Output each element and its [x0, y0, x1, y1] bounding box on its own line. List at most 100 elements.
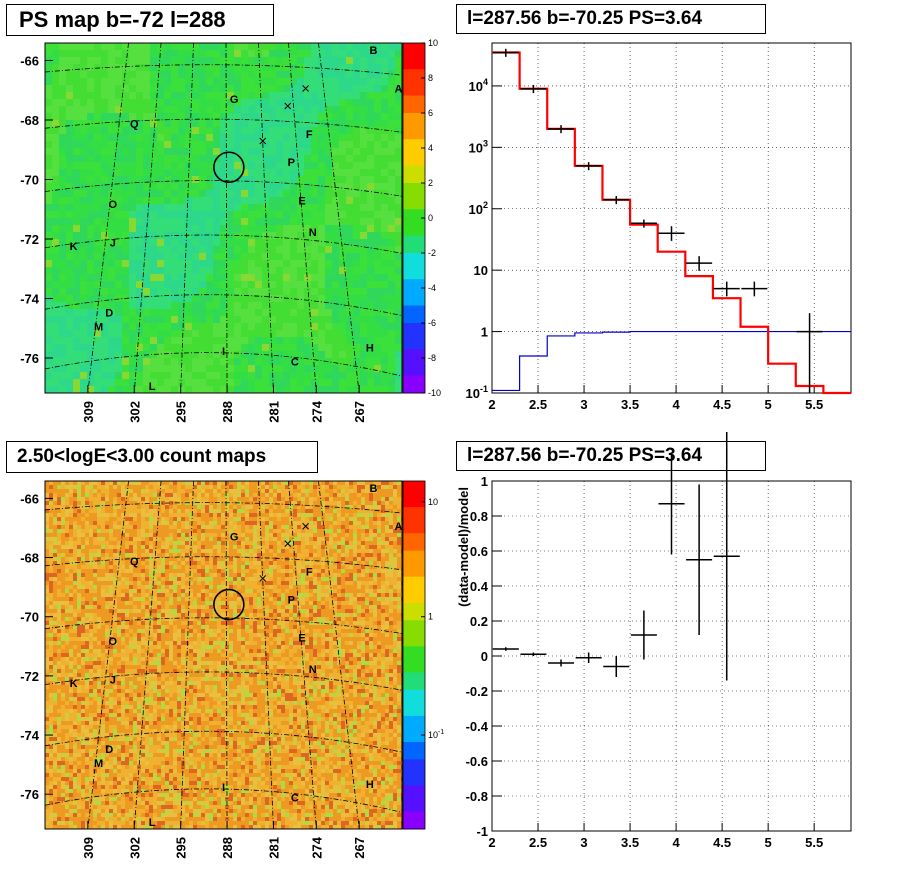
residual-title: l=287.56 b=-70.25 PS=3.64 — [456, 441, 766, 471]
x-tick-label: 5.5 — [805, 835, 823, 850]
longitude-line — [318, 43, 360, 393]
source-label: E — [298, 196, 305, 208]
source-label: D — [105, 308, 113, 320]
x-tick-label: 3 — [580, 397, 587, 412]
y-tick-label: 0.6 — [470, 544, 488, 559]
colorbar-tick-label: -2 — [428, 248, 436, 258]
latitude-line — [45, 352, 402, 377]
source-label: J — [110, 238, 116, 250]
source-label: M — [94, 758, 103, 770]
colorbar-tick-label: 4 — [428, 143, 433, 153]
longitude-line — [180, 481, 194, 829]
x-tick-label: 302 — [127, 837, 142, 859]
x-tick-label: 267 — [352, 837, 367, 859]
source-cross — [259, 137, 267, 145]
source-label: E — [298, 633, 305, 645]
y-tick-label: 10-1 — [466, 384, 488, 401]
y-tick-label: 104 — [469, 77, 488, 94]
longitude-line — [225, 481, 228, 829]
source-label: D — [105, 744, 113, 756]
x-tick-label: 2.5 — [529, 835, 547, 850]
source-label: N — [309, 227, 317, 239]
y-tick-label: -74 — [20, 292, 40, 307]
source-label: O — [109, 199, 118, 211]
latitude-line — [45, 234, 402, 254]
latitude-line — [45, 617, 402, 634]
y-tick-label: -74 — [20, 728, 40, 743]
x-tick-label: 281 — [266, 837, 281, 859]
x-tick-label: 302 — [127, 401, 142, 423]
colorbar-frame — [402, 480, 426, 830]
x-tick-label: 4 — [672, 397, 680, 412]
map1-title: PS map b=-72 l=288 — [6, 4, 274, 36]
y-tick-label: 1 — [481, 325, 488, 340]
coordinate-grid — [45, 43, 402, 393]
longitude-line — [288, 481, 317, 829]
source-label: K — [70, 678, 78, 690]
y-tick-label: -70 — [20, 173, 39, 188]
colorbar-tick-label: -10 — [428, 388, 441, 398]
source-label: G — [230, 532, 239, 544]
source-label: P — [288, 594, 295, 606]
source-label: F — [306, 129, 313, 141]
source-label: I — [222, 346, 225, 358]
ps-map-panel: -66 -68 -70 -72 -74 -76 309 302 295 288 281 274 267 B… — [20, 42, 403, 423]
y-tick-label: -76 — [20, 787, 39, 802]
source-label: F — [306, 566, 313, 578]
x-tick-label: 288 — [220, 837, 235, 859]
x-tick-label: 288 — [220, 401, 235, 423]
x-tick-label: 4.5 — [713, 835, 731, 850]
y-tick-label: -66 — [20, 491, 39, 506]
x-tick-label: 3 — [580, 835, 587, 850]
y-tick-label: -1 — [476, 824, 488, 839]
plot-frame — [491, 42, 852, 394]
y-tick-label: 102 — [469, 200, 488, 217]
count-map-colorbar: 10 1 10-1 — [402, 480, 444, 830]
source-cross — [259, 575, 267, 582]
colorbar-tick-label: 0 — [428, 213, 433, 223]
x-tick-label: 3.5 — [621, 397, 639, 412]
longitude-line — [87, 481, 129, 829]
y-tick-label: -68 — [20, 113, 39, 128]
colorbar-tick-label: 10-1 — [428, 729, 444, 740]
source-label: A — [394, 521, 402, 533]
target-circle — [213, 151, 245, 184]
y-tick-label: 0.2 — [470, 614, 488, 629]
coordinate-grid — [45, 481, 402, 829]
x-tick-label: 309 — [81, 837, 96, 859]
source-label: H — [366, 779, 374, 791]
source-label: I — [222, 782, 225, 794]
y-tick-label: 0.8 — [470, 509, 488, 524]
y-tick-label: 10 — [474, 263, 488, 278]
y-tick-label: -70 — [20, 610, 39, 625]
source-label: H — [366, 343, 374, 355]
longitude-line — [87, 43, 129, 393]
colorbar-tick-label: 6 — [428, 108, 433, 118]
colorbar-tick-label: -4 — [428, 283, 436, 293]
source-label: A — [394, 84, 402, 96]
latitude-line — [45, 788, 402, 813]
source-label: P — [288, 157, 295, 169]
y-tick-label: -0.6 — [466, 754, 488, 769]
y-tick-label: -72 — [20, 232, 39, 247]
colorbar-tick-label: -8 — [428, 353, 436, 363]
y-axis-title: (data-model)/model — [456, 487, 471, 607]
model-total-histogram — [492, 51, 851, 395]
source-cross — [284, 102, 292, 110]
x-tick-label: 274 — [309, 836, 324, 858]
latitude-line — [45, 64, 402, 76]
x-tick-label: 2 — [488, 397, 495, 412]
colorbar-tick-label: 1 — [428, 612, 433, 622]
source-label: C — [291, 357, 299, 369]
source-label: Q — [130, 556, 139, 568]
latitude-line — [45, 556, 402, 571]
source-label: C — [291, 793, 299, 805]
x-tick-label: 309 — [81, 401, 96, 423]
y-tick-label: -72 — [20, 669, 39, 684]
x-tick-label: 2.5 — [529, 397, 547, 412]
source-label: M — [94, 322, 103, 334]
spectrum-plot: 2 2.5 3 3.5 4 4.5 5 5.5 10-1 1 10 102 103 104 — [466, 42, 852, 412]
latitude-line — [45, 180, 402, 197]
longitude-line — [258, 481, 274, 829]
